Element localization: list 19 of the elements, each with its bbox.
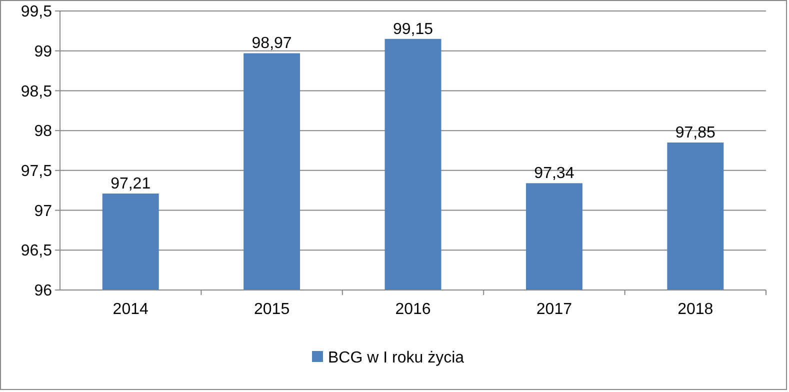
- y-tick-label: 96: [34, 282, 52, 300]
- x-tick-label: 2016: [395, 301, 431, 318]
- y-tick-label: 96,5: [20, 242, 52, 260]
- data-label: 98,97: [252, 35, 292, 52]
- y-tick-label: 99,5: [20, 4, 52, 21]
- y-tick-label: 97,5: [20, 163, 52, 180]
- y-tick-label: 98,5: [20, 83, 52, 100]
- data-label: 99,15: [392, 20, 434, 38]
- data-label: 97,34: [534, 165, 574, 182]
- data-label: 97,21: [110, 176, 151, 193]
- y-tick-label: 98: [34, 123, 52, 140]
- x-tick-label: 2015: [254, 301, 290, 318]
- y-tick-label: 97: [34, 202, 52, 220]
- x-tick-label: 2017: [536, 301, 572, 318]
- legend-label: BCG w I roku życia: [328, 350, 464, 367]
- y-tick-label: 99: [34, 43, 52, 60]
- x-tick-label: 2018: [678, 301, 714, 318]
- x-tick-label: 2014: [112, 301, 148, 318]
- data-label: 97,85: [675, 124, 716, 142]
